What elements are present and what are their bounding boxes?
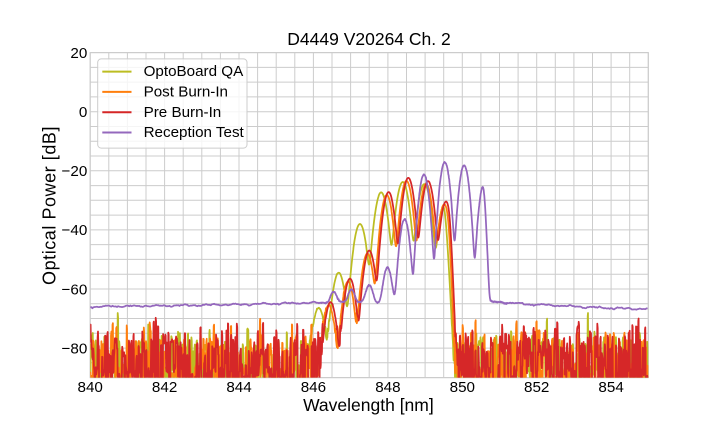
svg-text:−40: −40 xyxy=(62,222,88,239)
svg-text:D4449 V20264 Ch. 2: D4449 V20264 Ch. 2 xyxy=(287,29,450,49)
svg-text:850: 850 xyxy=(450,379,475,396)
svg-text:−80: −80 xyxy=(62,340,88,357)
svg-text:852: 852 xyxy=(524,379,549,396)
svg-text:Reception Test: Reception Test xyxy=(144,124,245,141)
svg-text:840: 840 xyxy=(78,379,103,396)
svg-text:−60: −60 xyxy=(62,281,88,298)
svg-text:Wavelength [nm]: Wavelength [nm] xyxy=(303,395,434,415)
svg-text:Post Burn-In: Post Burn-In xyxy=(144,84,228,101)
svg-text:OptoBoard QA: OptoBoard QA xyxy=(144,63,244,80)
svg-text:Pre Burn-In: Pre Burn-In xyxy=(144,104,222,121)
svg-text:854: 854 xyxy=(598,379,623,396)
svg-text:0: 0 xyxy=(79,104,87,121)
svg-text:848: 848 xyxy=(375,379,400,396)
svg-text:20: 20 xyxy=(70,45,87,62)
svg-text:842: 842 xyxy=(152,379,177,396)
svg-text:Optical Power [dB]: Optical Power [dB] xyxy=(39,126,59,285)
svg-text:846: 846 xyxy=(301,379,326,396)
svg-text:−20: −20 xyxy=(62,163,88,180)
svg-text:844: 844 xyxy=(226,379,251,396)
